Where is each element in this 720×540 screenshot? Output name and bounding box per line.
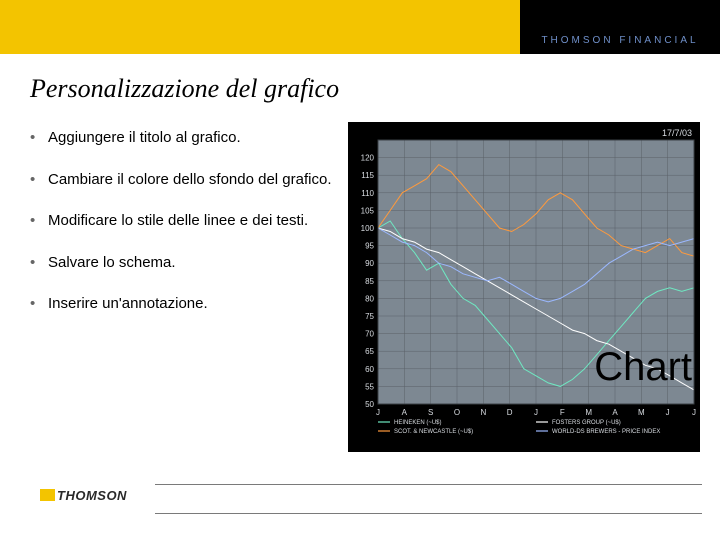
svg-text:D: D (507, 408, 513, 417)
svg-text:S: S (428, 408, 433, 417)
svg-text:60: 60 (365, 365, 374, 374)
footer-logo-text: THOMSON (57, 488, 127, 503)
footer: THOMSON (0, 484, 720, 514)
svg-text:HEINEKEN (~U$): HEINEKEN (~U$) (394, 420, 442, 426)
svg-text:WORLD-DS BREWERS - PRICE INDEX: WORLD-DS BREWERS - PRICE INDEX (552, 429, 660, 435)
svg-text:A: A (402, 408, 408, 417)
svg-text:M: M (585, 408, 592, 417)
bullet-item: Salvare lo schema. (30, 253, 340, 273)
svg-text:105: 105 (361, 206, 375, 215)
bullet-item: Cambiare il colore dello sfondo del graf… (30, 170, 340, 190)
chart-svg: 17/7/03 50 55 60 65 70 75 80 85 90 95 100 105 110 115 1… (348, 122, 700, 452)
svg-text:85: 85 (365, 277, 374, 286)
chart-wrap: 17/7/03 50 55 60 65 70 75 80 85 90 95 100 105 110 115 1… (340, 122, 700, 452)
slide-title: Personalizzazione del grafico (30, 74, 720, 104)
svg-text:J: J (376, 408, 380, 417)
svg-text:95: 95 (365, 242, 374, 251)
header-accent (0, 0, 520, 54)
svg-text:17/7/03: 17/7/03 (662, 128, 692, 138)
svg-text:A: A (612, 408, 618, 417)
bullet-list: Aggiungere il titolo al grafico. Cambiare… (30, 122, 340, 452)
footer-rule-top (155, 484, 702, 485)
bullet-item: Modificare lo stile delle linee e dei te… (30, 211, 340, 231)
brand-text: THOMSON FINANCIAL (541, 35, 698, 46)
svg-text:100: 100 (361, 224, 375, 233)
svg-text:SCOT. & NEWCASTLE (~U$): SCOT. & NEWCASTLE (~U$) (394, 429, 473, 435)
svg-text:N: N (480, 408, 486, 417)
svg-text:FOSTERS GROUP (~U$): FOSTERS GROUP (~U$) (552, 420, 621, 426)
footer-badge-icon (40, 489, 55, 501)
svg-text:115: 115 (361, 171, 374, 180)
content-row: Aggiungere il titolo al grafico. Cambiare… (0, 122, 720, 452)
svg-text:75: 75 (365, 312, 374, 321)
svg-text:110: 110 (361, 189, 374, 198)
svg-text:O: O (454, 408, 460, 417)
embedded-chart: 17/7/03 50 55 60 65 70 75 80 85 90 95 100 105 110 115 1… (348, 122, 700, 452)
svg-text:80: 80 (365, 294, 374, 303)
footer-rule-bottom (155, 513, 702, 514)
svg-text:70: 70 (365, 330, 374, 339)
svg-text:50: 50 (365, 400, 374, 409)
footer-logo: THOMSON (40, 488, 127, 503)
svg-text:J: J (534, 408, 538, 417)
bullet-item: Aggiungere il titolo al grafico. (30, 128, 340, 148)
svg-text:J: J (666, 408, 670, 417)
svg-text:F: F (560, 408, 565, 417)
svg-text:90: 90 (365, 259, 374, 268)
bullet-item: Inserire un'annotazione. (30, 294, 340, 314)
svg-text:65: 65 (365, 347, 374, 356)
svg-text:55: 55 (365, 382, 374, 391)
svg-text:J: J (692, 408, 696, 417)
svg-text:120: 120 (361, 154, 375, 163)
chart-overlay-title: Chart (594, 345, 692, 390)
header-bar: THOMSON FINANCIAL (0, 0, 720, 54)
svg-text:M: M (638, 408, 645, 417)
header-brand-block: THOMSON FINANCIAL (520, 0, 720, 54)
